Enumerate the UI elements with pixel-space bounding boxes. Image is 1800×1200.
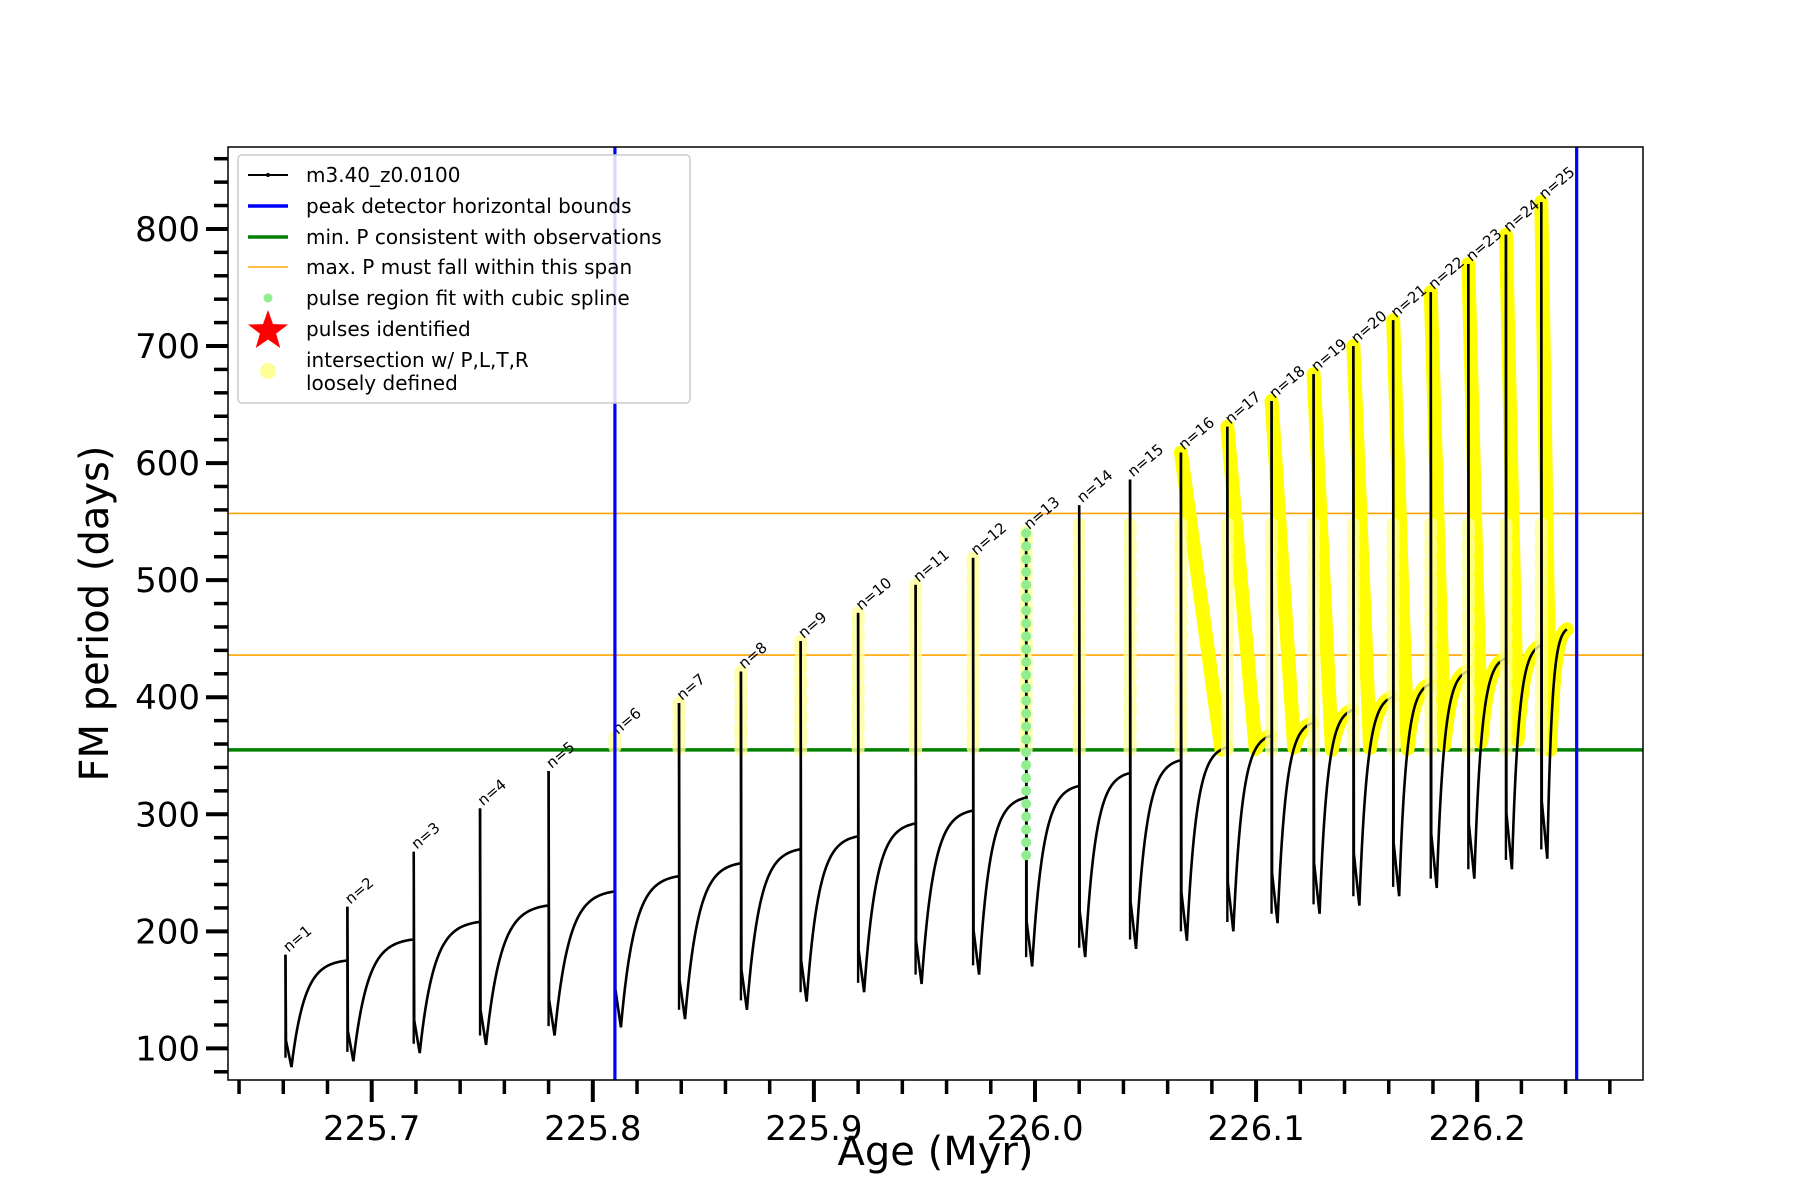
track-segment-15 bbox=[1128, 479, 1181, 950]
track-segment-14 bbox=[1077, 505, 1130, 958]
spline-point bbox=[1021, 798, 1032, 809]
legend-label-track: m3.40_z0.0100 bbox=[306, 163, 461, 187]
y-tick-label-8: 800 bbox=[135, 210, 200, 250]
spline-point bbox=[1021, 785, 1032, 796]
y-tick-label-6: 600 bbox=[135, 444, 200, 484]
spline-point bbox=[1021, 760, 1032, 771]
plot-frame bbox=[227, 146, 1644, 1081]
spline-point bbox=[1021, 682, 1032, 693]
track-segment-10 bbox=[856, 612, 915, 993]
track-segment-3 bbox=[412, 851, 480, 1054]
spline-point bbox=[1021, 824, 1032, 835]
chart-axes: 100 200 300 400 500 600 700 800 225.7 225.8 225.9 2… bbox=[135, 146, 1644, 1149]
x-tick-label-5: 226.1 bbox=[1207, 1109, 1304, 1149]
spline-point bbox=[1021, 579, 1032, 590]
legend-circle-intersection bbox=[260, 363, 276, 379]
spline-point bbox=[1021, 644, 1032, 655]
spline-point bbox=[1021, 592, 1032, 603]
track-segment-12 bbox=[971, 557, 1026, 975]
x-tick-label-2: 225.8 bbox=[544, 1109, 641, 1149]
y-tick-label-1: 100 bbox=[135, 1029, 200, 1069]
track-segment-2 bbox=[346, 906, 413, 1062]
track-segment-17 bbox=[1226, 426, 1271, 932]
legend-label-spline: pulse region fit with cubic spline bbox=[306, 286, 630, 310]
track-segment-8 bbox=[739, 671, 800, 1010]
track-segment-13 bbox=[1024, 532, 1079, 967]
track-segment-6 bbox=[613, 736, 679, 1028]
y-tick-label-4: 400 bbox=[135, 678, 200, 718]
y-tick-label-3: 300 bbox=[135, 795, 200, 835]
spline-point bbox=[1021, 528, 1032, 539]
star-icon bbox=[248, 310, 288, 348]
x-tick-label-3: 225.9 bbox=[765, 1109, 862, 1149]
track-segment-18 bbox=[1270, 401, 1314, 924]
y-tick-label-5: 500 bbox=[135, 561, 200, 601]
track-segment-16 bbox=[1179, 452, 1227, 941]
spline-point bbox=[1021, 850, 1032, 861]
spline-point bbox=[1021, 708, 1032, 719]
spline-point bbox=[1021, 566, 1032, 577]
spline-point bbox=[1021, 541, 1032, 552]
spline-point bbox=[1021, 811, 1032, 822]
x-tick-label-1: 225.7 bbox=[323, 1109, 420, 1149]
y-tick-label-7: 700 bbox=[135, 327, 200, 367]
spline-point bbox=[1021, 747, 1032, 758]
legend-label-maxp: max. P must fall within this span bbox=[306, 255, 632, 279]
track-segment-5 bbox=[547, 770, 615, 1036]
spline-point bbox=[1021, 837, 1032, 848]
legend-label-pulses: pulses identified bbox=[306, 317, 471, 341]
track-segment-20 bbox=[1352, 346, 1393, 906]
y-tick-label-2: 200 bbox=[135, 912, 200, 952]
legend-dot-track bbox=[266, 173, 270, 177]
track-segment-4 bbox=[478, 808, 548, 1046]
track-segment-9 bbox=[799, 641, 858, 1002]
track-segment-19 bbox=[1312, 374, 1353, 914]
legend-label-intersection-line2: loosely defined bbox=[306, 371, 458, 395]
x-tick-label-6: 226.2 bbox=[1429, 1109, 1526, 1149]
chart-data-layer: n=1n=2n=3n=4n=5n=6n=7n=8n=9n=10n=11n=12n… bbox=[228, 147, 1643, 1080]
spline-point bbox=[1021, 669, 1032, 680]
spline-point bbox=[1021, 695, 1032, 706]
x-tick-label-4: 226.0 bbox=[986, 1109, 1083, 1149]
legend-label-minp: min. P consistent with observations bbox=[306, 225, 662, 249]
spline-point bbox=[1021, 721, 1032, 732]
legend-dot-spline bbox=[263, 293, 273, 303]
spline-point bbox=[1021, 554, 1032, 565]
spline-point bbox=[1021, 618, 1032, 629]
x-axis-title: Age (Myr) bbox=[838, 1129, 1034, 1175]
spline-point bbox=[1021, 605, 1032, 616]
legend-box bbox=[237, 154, 691, 404]
spline-point bbox=[1021, 772, 1032, 783]
track-segment-1 bbox=[284, 954, 347, 1068]
track-segment-11 bbox=[914, 584, 973, 985]
track-segment-23 bbox=[1467, 264, 1506, 879]
legend-label-bounds: peak detector horizontal bounds bbox=[306, 194, 632, 218]
spline-point bbox=[1021, 734, 1032, 745]
y-axis-title: FM period (days) bbox=[72, 446, 118, 782]
track-segment-25 bbox=[1539, 202, 1568, 859]
legend-label-intersection: intersection w/ P,L,T,R bbox=[306, 348, 529, 372]
spline-point bbox=[1021, 631, 1032, 642]
spline-point bbox=[1021, 657, 1032, 668]
track-segment-7 bbox=[677, 703, 741, 1020]
